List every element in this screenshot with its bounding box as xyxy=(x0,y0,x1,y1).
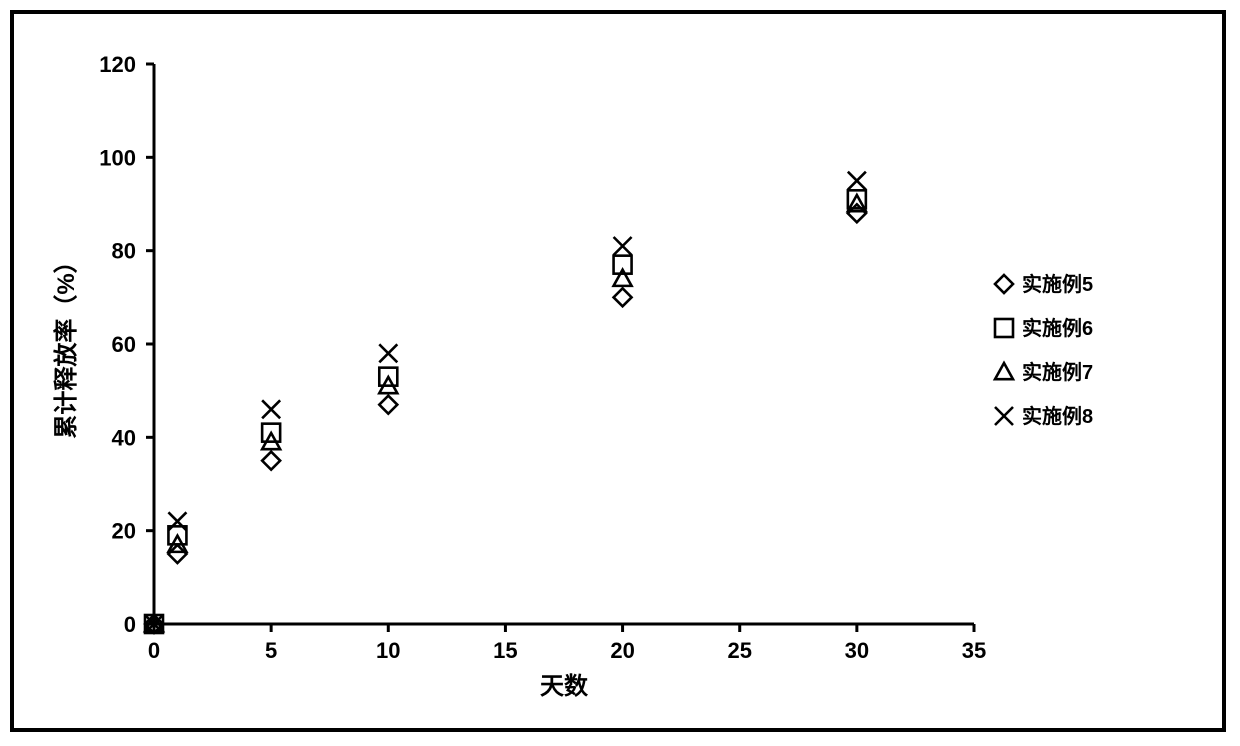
x-axis-label: 天数 xyxy=(540,673,589,700)
legend-label: 实施例7 xyxy=(1022,360,1093,384)
x-tick-label: 10 xyxy=(376,638,400,663)
x-tick-label: 25 xyxy=(727,638,751,663)
y-axis-label: 累计释放率（%） xyxy=(52,249,80,438)
legend-label: 实施例8 xyxy=(1022,404,1093,428)
x-tick-label: 35 xyxy=(962,638,986,663)
outer-frame: 0 5 10 15 20 25 30 35 0 20 40 60 80 100 120 天数 累计释放率（%） 实… xyxy=(10,10,1226,732)
x-tick-label: 30 xyxy=(845,638,869,663)
legend-label: 实施例5 xyxy=(1022,272,1093,296)
x-tick-label: 20 xyxy=(610,638,634,663)
y-tick-label: 40 xyxy=(112,425,136,450)
y-tick-label: 0 xyxy=(124,612,136,637)
series-triangle xyxy=(145,195,866,631)
x-tick-label: 15 xyxy=(493,638,517,663)
y-tick-label: 20 xyxy=(112,519,136,544)
release-chart: 0 5 10 15 20 25 30 35 0 20 40 60 80 100 120 天数 累计释放率（%） 实… xyxy=(34,34,1210,716)
legend-item: 实施例5 xyxy=(995,272,1093,296)
legend-label: 实施例6 xyxy=(1022,316,1093,340)
x-tick-label: 5 xyxy=(265,638,277,663)
y-tick-label: 100 xyxy=(99,145,136,170)
legend-item: 实施例8 xyxy=(995,404,1093,428)
y-tick-label: 60 xyxy=(112,332,136,357)
series-cross xyxy=(145,172,866,633)
legend-item: 实施例6 xyxy=(995,316,1093,340)
x-tick-label: 0 xyxy=(148,638,160,663)
series-square xyxy=(145,190,866,633)
legend-item: 实施例7 xyxy=(995,360,1093,384)
y-tick-label: 80 xyxy=(112,239,136,264)
series-diamond xyxy=(145,204,866,633)
y-tick-label: 120 xyxy=(99,52,136,77)
